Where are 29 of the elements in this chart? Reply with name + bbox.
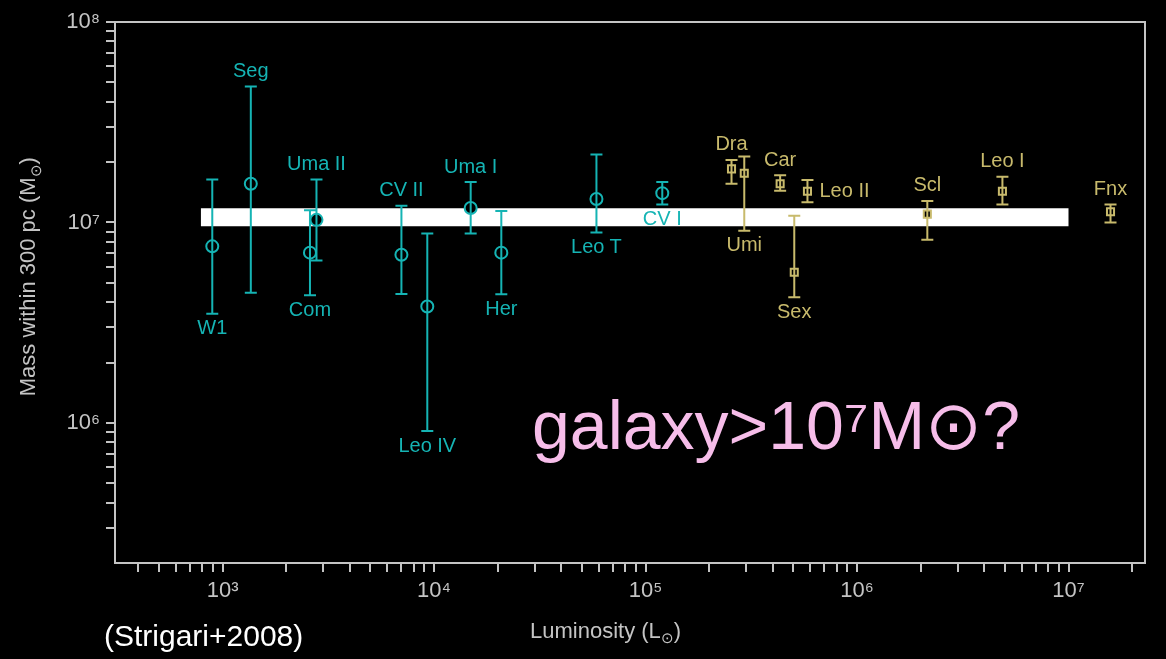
x-tick-label: 10⁷	[1052, 577, 1085, 603]
annotation: Seg	[233, 58, 269, 81]
annotation: Leo IV	[398, 433, 457, 456]
annotation: Leo T	[571, 235, 622, 258]
x-tick-label: 10⁶	[840, 577, 874, 603]
x-tick-label: 10⁵	[628, 577, 663, 603]
x-tick-label: 10³	[206, 577, 239, 603]
annotation: Leo II	[819, 178, 870, 201]
annotation: Sex	[777, 299, 812, 322]
annotation: CV I	[642, 206, 682, 229]
annotation: Her	[485, 296, 518, 319]
annotation: Com	[288, 297, 332, 320]
y-tick-label: 10⁷	[67, 208, 101, 234]
annotation: Uma I	[444, 154, 498, 177]
x-axis-title: Luminosity (L$_{⊙}$)	[530, 618, 682, 648]
annotation: Uma II	[287, 151, 346, 174]
y-tick-label: 10⁶	[66, 408, 100, 434]
annotation: Car	[764, 147, 797, 170]
annotation: Leo I	[980, 149, 1025, 172]
y-tick-label: 10⁸	[66, 8, 100, 34]
annotation: W1	[197, 316, 228, 339]
annotation: CV II	[379, 178, 424, 201]
annotation: Fnx	[1093, 176, 1128, 199]
annotation: Umi	[726, 233, 763, 256]
annotation: Scl	[913, 173, 942, 196]
x-tick-label: 10⁴	[417, 577, 452, 603]
annotation: galaxy>10⁷M⊙?	[532, 386, 1020, 465]
text: (Strigari+2008)	[104, 619, 304, 653]
annotation: Dra	[715, 132, 749, 155]
